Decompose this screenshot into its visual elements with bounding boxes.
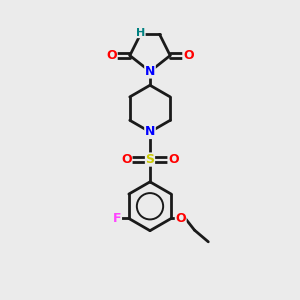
Text: S: S [146,153,154,166]
Text: N: N [145,125,155,139]
Text: O: O [168,153,179,166]
Text: H: H [136,28,145,38]
Text: O: O [183,49,194,62]
Text: O: O [106,49,117,62]
Text: O: O [121,153,132,166]
Text: F: F [113,212,122,225]
Text: O: O [176,212,186,225]
Text: N: N [145,65,155,78]
